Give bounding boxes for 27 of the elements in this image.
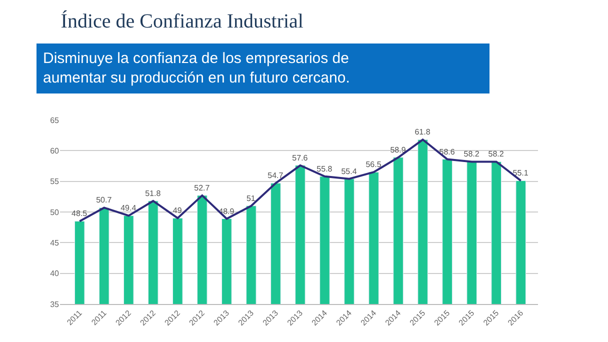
chart-title: Índice de Confianza Industrial <box>60 10 304 33</box>
data-label: 50.7 <box>96 196 112 205</box>
y-tick-label: 55 <box>50 177 60 186</box>
chart-subtitle: Disminuye la confianza de los empresarios de aumentar su producción en un futuro cercano. <box>43 50 350 86</box>
data-label: 55.8 <box>316 164 333 174</box>
y-tick-label: 50 <box>50 208 60 217</box>
data-label: 56.5 <box>366 160 382 170</box>
data-label: 58.2 <box>464 150 480 159</box>
data-label: 48.5 <box>72 209 88 218</box>
data-label: 54.7 <box>268 171 284 180</box>
data-label: 49.4 <box>120 204 137 213</box>
y-tick-label: 65 <box>50 116 60 125</box>
y-tick-label: 45 <box>50 238 60 248</box>
data-label: 52.7 <box>194 183 210 192</box>
data-label: 58.6 <box>439 147 456 156</box>
data-label: 61.8 <box>414 128 431 137</box>
y-tick-label: 40 <box>50 269 60 278</box>
data-label: 58.2 <box>488 150 504 159</box>
data-label: 55.4 <box>341 166 358 176</box>
data-label: 58.9 <box>390 145 406 154</box>
data-label: 51.8 <box>145 188 162 198</box>
data-label: 55.1 <box>512 168 529 178</box>
y-tick-label: 35 <box>50 300 60 309</box>
data-label: 49 <box>172 206 182 216</box>
y-tick-label: 60 <box>50 146 60 156</box>
data-label: 57.6 <box>292 153 308 162</box>
data-label: 51 <box>246 194 256 203</box>
